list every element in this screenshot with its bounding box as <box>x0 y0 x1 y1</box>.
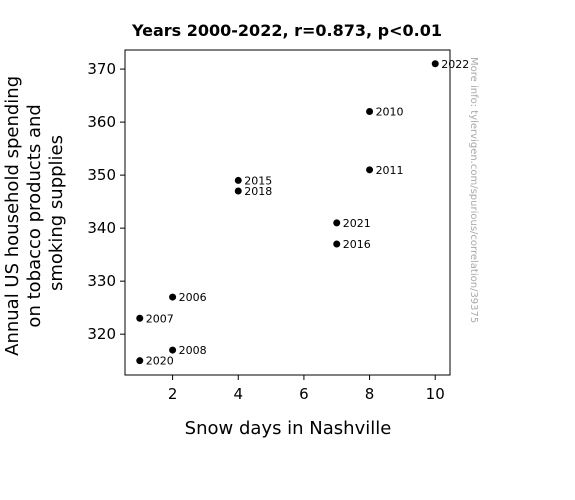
data-point-label: 2022 <box>441 58 469 71</box>
data-point <box>366 108 374 116</box>
data-point <box>136 314 144 322</box>
x-tick-label: 2 <box>168 385 178 403</box>
data-point-label: 2020 <box>146 355 174 368</box>
y-tick-label: 320 <box>87 325 116 343</box>
x-axis-label: Snow days in Nashville <box>185 418 392 439</box>
data-point <box>234 187 242 195</box>
data-point-label: 2015 <box>244 174 272 187</box>
y-tick-label: 350 <box>87 166 116 184</box>
data-point <box>169 346 177 354</box>
x-tick-label: 10 <box>426 385 445 403</box>
data-point <box>431 60 439 68</box>
data-point-label: 2006 <box>179 291 207 304</box>
y-axis-ticks: 320 330 340 350 360 370 <box>87 60 125 343</box>
y-tick-label: 370 <box>87 60 116 78</box>
svg-text:Annual US household spending: Annual US household spending on tobacco … <box>2 70 67 356</box>
plot-area-frame <box>124 49 451 376</box>
data-point-label: 2008 <box>179 344 207 357</box>
x-axis-ticks: 2 4 6 8 10 <box>168 375 445 403</box>
x-tick-label: 6 <box>299 385 309 403</box>
y-axis-label-line-1: Annual US household spending <box>2 76 23 356</box>
data-point-label: 2016 <box>343 238 371 251</box>
y-axis-label: Annual US household spending on tobacco … <box>2 70 67 356</box>
y-axis-label-line-2: on tobacco products and <box>24 104 45 327</box>
data-point-label: 2018 <box>244 185 272 198</box>
y-tick-label: 360 <box>87 113 116 131</box>
data-point-label: 2007 <box>146 312 174 325</box>
data-point-label: 2011 <box>376 164 404 177</box>
data-point <box>366 166 374 174</box>
data-point <box>333 219 341 227</box>
y-tick-label: 330 <box>87 272 116 290</box>
x-tick-label: 8 <box>365 385 375 403</box>
data-point <box>234 176 242 184</box>
data-point-label: 2010 <box>376 106 404 119</box>
chart-title: Years 2000-2022, r=0.873, p<0.01 <box>131 21 442 40</box>
data-point <box>169 293 177 301</box>
y-tick-label: 340 <box>87 219 116 237</box>
watermark: More info: tylervigen.com/spurious/corre… <box>468 57 479 323</box>
y-axis-label-line-3: smoking supplies <box>46 135 67 291</box>
data-point <box>136 357 144 365</box>
data-point-label: 2021 <box>343 217 371 230</box>
x-tick-label: 4 <box>233 385 243 403</box>
data-point <box>333 240 341 248</box>
